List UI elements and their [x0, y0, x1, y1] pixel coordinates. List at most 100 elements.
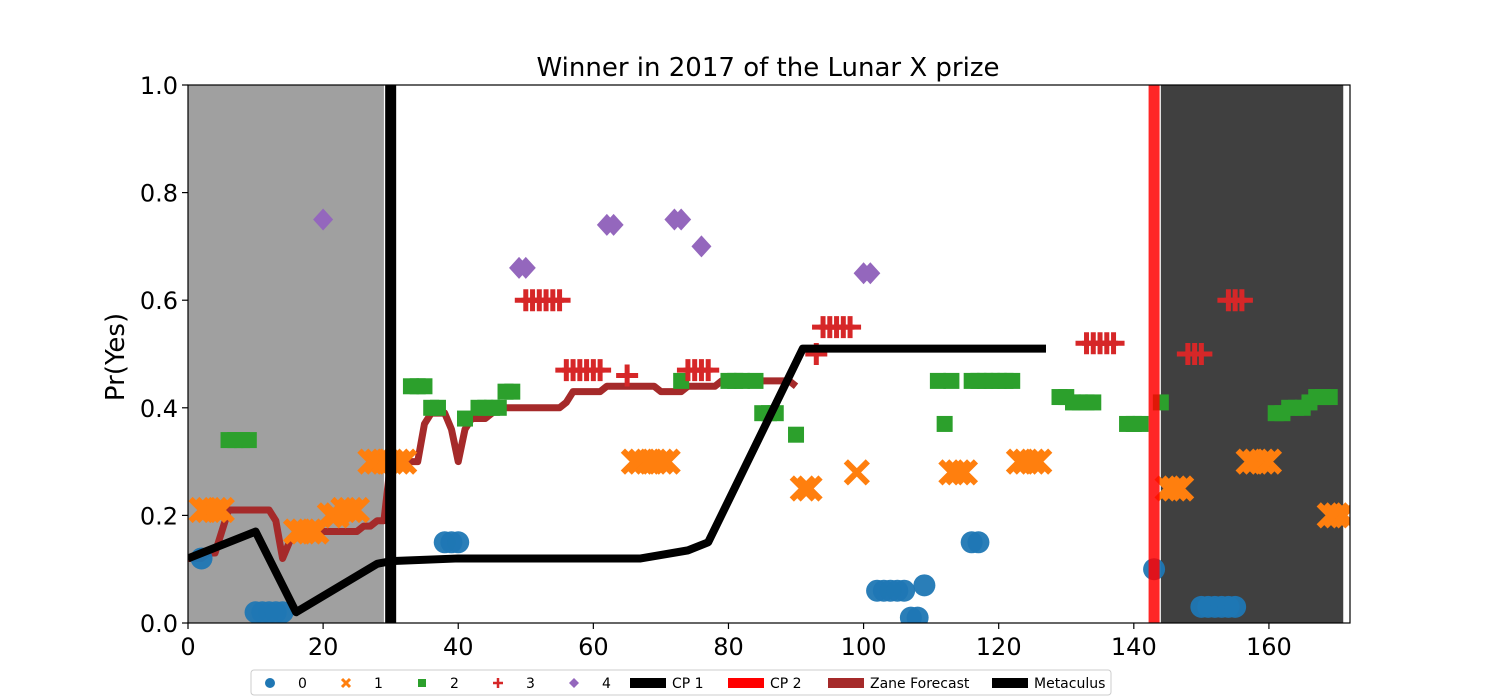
x-tick-label-0: 0 — [180, 633, 195, 661]
x-tick-label-5: 100 — [841, 633, 887, 661]
point-1-34 — [1026, 448, 1053, 475]
point-1-12 — [343, 496, 371, 524]
point-2-16 — [673, 372, 690, 389]
x-tick-label-2: 40 — [443, 633, 474, 661]
x-tick-label-8: 160 — [1246, 633, 1292, 661]
legend-swatch-1 — [340, 677, 352, 689]
point-3-11 — [589, 359, 612, 382]
legend-item-4: 4 — [569, 676, 611, 692]
point-1-18 — [391, 448, 418, 475]
point-1-26 — [796, 475, 823, 502]
legend-label-7: Zane Forecast — [870, 676, 970, 692]
legend-item-3: 3 — [493, 676, 535, 692]
point-2-25 — [929, 372, 946, 389]
point-4-7 — [691, 235, 712, 258]
point-0-15 — [906, 606, 929, 623]
point-1-30 — [951, 459, 979, 486]
y-tick-label-4: 0.8 — [140, 180, 178, 208]
point-1-33 — [1019, 448, 1046, 475]
y-tick-label-5: 1.0 — [140, 72, 178, 100]
legend-label-1: 1 — [374, 676, 383, 692]
point-2-19 — [733, 372, 750, 389]
point-2-9 — [456, 410, 473, 427]
legend-swatch-3 — [493, 678, 503, 688]
x-tick-label-6: 120 — [976, 633, 1022, 661]
point-1-24 — [654, 448, 681, 475]
point-1-23 — [647, 448, 675, 475]
point-3-16 — [697, 359, 720, 382]
x-tick-label-7: 140 — [1111, 633, 1157, 661]
x-tick-label-3: 60 — [578, 633, 609, 661]
plot-area — [188, 85, 1350, 623]
point-1-40 — [1249, 448, 1276, 475]
point-0-25 — [1224, 595, 1247, 618]
legend-label-2: 2 — [450, 676, 459, 692]
point-4-2 — [515, 256, 536, 279]
y-tick-label-0: 0.0 — [140, 610, 178, 638]
point-1-3 — [208, 496, 235, 524]
point-2-27 — [943, 372, 960, 389]
point-2-13 — [490, 399, 507, 416]
legend-label-4: 4 — [602, 676, 611, 692]
point-3-30 — [1190, 343, 1213, 365]
point-0-18 — [967, 531, 990, 554]
point-2-43 — [1132, 415, 1149, 432]
point-2-24 — [788, 426, 805, 443]
legend-swatch-6 — [728, 678, 764, 688]
x-tick-label-4: 80 — [713, 633, 744, 661]
point-0-13 — [893, 579, 916, 602]
point-2-26 — [936, 415, 953, 432]
point-2-20 — [747, 372, 764, 389]
legend-swatch-8 — [992, 678, 1028, 688]
point-3-33 — [1230, 289, 1253, 312]
legend-item-5: CP 1 — [630, 676, 704, 692]
legend-item-2: 2 — [418, 676, 459, 692]
series-metaculus — [188, 344, 1046, 617]
y-tick-label-3: 0.6 — [140, 287, 178, 315]
legend-item-8: Metaculus — [992, 676, 1105, 692]
point-4-6 — [671, 208, 692, 231]
point-2-8 — [429, 399, 446, 416]
point-2-53 — [1321, 389, 1338, 406]
legend-label-5: CP 1 — [672, 676, 704, 692]
legend-swatch-2 — [418, 679, 426, 687]
series-3 — [514, 289, 1253, 387]
point-3-22 — [839, 316, 862, 339]
point-0-5 — [271, 601, 294, 623]
point-2-40 — [1085, 394, 1102, 411]
point-3-5 — [548, 289, 571, 312]
point-1-41 — [1255, 448, 1283, 475]
legend-swatch-4 — [569, 678, 579, 688]
point-3-27 — [1102, 332, 1125, 355]
legend-label-8: Metaculus — [1034, 676, 1105, 692]
point-2-6 — [416, 378, 433, 395]
point-2-15 — [504, 383, 521, 400]
legend-swatch-7 — [828, 678, 864, 688]
point-1-25 — [789, 475, 816, 502]
point-1-11 — [337, 496, 364, 524]
y-tick-label-2: 0.4 — [140, 395, 178, 423]
y-tick-label-1: 0.2 — [140, 502, 178, 530]
legend-item-0: 0 — [265, 676, 307, 692]
point-1-44 — [1330, 502, 1350, 529]
x-tick-label-1: 20 — [308, 633, 339, 661]
point-1-43 — [1323, 502, 1350, 529]
legend-label-3: 3 — [526, 676, 535, 692]
legend-swatch-0 — [265, 678, 275, 688]
legend-swatch-5 — [630, 678, 666, 688]
legend-item-6: CP 2 — [728, 676, 802, 692]
point-1-29 — [945, 459, 972, 486]
point-4-4 — [603, 213, 624, 236]
point-2-34 — [1004, 372, 1021, 389]
legend: 0 1 2 3 4 CP 1 CP 2 Zane Forecast Metaculus — [250, 669, 1112, 696]
point-1-2 — [201, 496, 229, 524]
metaculus-line — [188, 344, 1046, 617]
point-1-27 — [843, 459, 870, 486]
point-2-3 — [240, 432, 257, 449]
legend-label-0: 0 — [298, 676, 307, 692]
legend-label-6: CP 2 — [770, 676, 802, 692]
legend-item-7: Zane Forecast — [828, 676, 970, 692]
point-0-16 — [913, 574, 936, 597]
series-1 — [188, 448, 1350, 545]
